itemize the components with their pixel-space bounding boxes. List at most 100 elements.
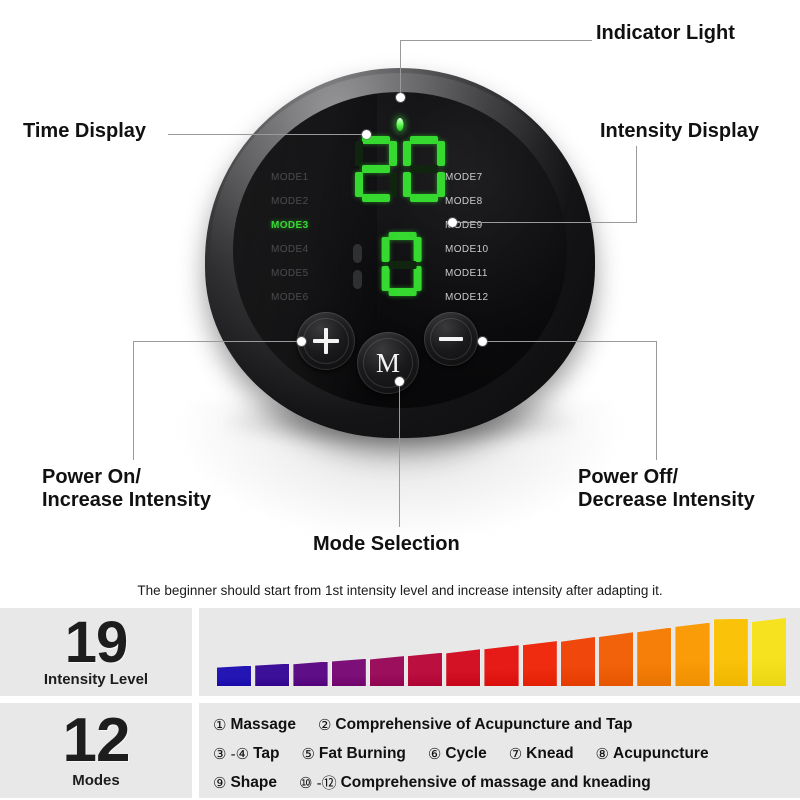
intensity-display-digits xyxy=(381,232,422,296)
callout-power-on: Power On/ Increase Intensity xyxy=(42,466,211,512)
mode-label-5: MODE5 xyxy=(271,268,309,279)
modes-stat-number: 12 xyxy=(62,706,131,776)
modes-panel: 12 Modes ① Massage ② Comprehensive of Acupu… xyxy=(0,703,800,798)
mode-list-item: ⑧ Acupuncture xyxy=(596,745,709,763)
mode-list-line: ⑨ Shape ⑩ -⑫ Comprehensive of massage and k… xyxy=(213,768,800,797)
leader-poweron-h xyxy=(133,341,301,342)
callout-indicator-light: Indicator Light xyxy=(596,22,735,44)
leader-indicator-v xyxy=(400,40,401,98)
mode-number-icon: ⑦ xyxy=(508,745,523,763)
mode-number-icon: ① xyxy=(213,716,227,734)
leader-dot-time xyxy=(362,130,371,139)
mode-column-right: MODE7 MODE8 MODE9 MODE10 MODE11 MODE12 xyxy=(445,166,489,310)
intensity-stat-number: 19 xyxy=(64,609,129,675)
intensity-bar xyxy=(560,637,596,686)
time-display-digits xyxy=(355,136,445,202)
mode-column-left: MODE1 MODE2 MODE3 MODE4 MODE5 MODE6 xyxy=(271,166,309,310)
modes-stat-label: Modes xyxy=(72,771,120,789)
power-off-decrease-button[interactable] xyxy=(424,312,478,366)
level-pip xyxy=(353,244,362,263)
mode-label-12: MODE12 xyxy=(445,292,489,303)
mode-number-icon: ⑩ -⑫ xyxy=(298,775,337,792)
indicator-light-led xyxy=(396,118,404,131)
intensity-bars xyxy=(217,618,787,686)
device-hero-section: MODE1 MODE2 MODE3 MODE4 MODE5 MODE6 MODE… xyxy=(23,22,759,555)
mode-selection-button[interactable]: M xyxy=(357,332,419,394)
mode-label-9: MODE9 xyxy=(445,220,483,231)
leader-poweroff-h xyxy=(482,341,656,342)
mode-item-label: Massage xyxy=(230,715,296,733)
mode-list-item: ⑨ Shape xyxy=(213,774,277,792)
mode-number-icon: ② xyxy=(317,716,332,734)
modes-list: ① Massage ② Comprehensive of Acupuncture an… xyxy=(199,703,800,798)
leader-dot-poweron xyxy=(297,337,306,346)
intensity-bar xyxy=(217,665,252,686)
modes-stat-box: 12 Modes xyxy=(0,703,192,798)
callout-power-off: Power Off/ Decrease Intensity xyxy=(578,466,755,512)
mode-list-item: ⑤ Fat Burning xyxy=(301,745,405,763)
mode-list-item: ⑩ -⑫ Comprehensive of massage and kneadin… xyxy=(299,772,651,793)
callout-intensity-display: Intensity Display xyxy=(600,120,759,142)
mode-label-2: MODE2 xyxy=(271,196,309,207)
callout-time-display: Time Display xyxy=(23,120,147,142)
intensity-level-panel: 19 Intensity Level xyxy=(0,608,800,696)
mode-list-item: ③ -④ Tap xyxy=(213,745,279,763)
mode-item-label: Shape xyxy=(230,773,277,791)
leader-intensity-h xyxy=(452,222,637,223)
mode-item-label: Knead xyxy=(526,744,574,762)
time-digit-tens xyxy=(355,136,397,202)
mode-list-line: ③ -④ Tap ⑤ Fat Burning ⑥ Cycle ⑦ Knead ⑧ Acupunct… xyxy=(213,739,800,768)
mode-item-label: Cycle xyxy=(445,744,487,762)
mode-item-label: Comprehensive of massage and kneading xyxy=(340,773,651,791)
intensity-bar xyxy=(637,627,672,686)
intensity-bar xyxy=(522,641,557,686)
mode-item-label: Tap xyxy=(253,744,280,762)
intensity-bar xyxy=(446,649,481,686)
leader-intensity-v xyxy=(636,146,637,222)
intensity-bar xyxy=(369,656,405,686)
intensity-bar xyxy=(751,618,787,686)
plus-icon xyxy=(313,328,339,354)
mode-list-line: ① Massage ② Comprehensive of Acupuncture an… xyxy=(213,710,800,739)
leader-dot-indicator xyxy=(396,93,405,102)
intensity-bar xyxy=(675,622,710,686)
mode-label-8: MODE8 xyxy=(445,196,483,207)
leader-dot-intensity xyxy=(448,218,457,227)
callout-mode-selection: Mode Selection xyxy=(313,533,460,555)
power-on-increase-button[interactable] xyxy=(297,312,355,370)
level-pip xyxy=(353,270,362,289)
beginner-caption: The beginner should start from 1st inten… xyxy=(137,583,663,598)
leader-poweron-v xyxy=(133,341,134,460)
intensity-bar xyxy=(599,632,634,686)
mode-number-icon: ⑧ xyxy=(595,745,609,763)
mode-item-label: Comprehensive of Acupuncture and Tap xyxy=(335,715,633,733)
leader-dot-mode xyxy=(395,377,404,386)
mode-list-item: ⑥ Cycle xyxy=(428,745,487,763)
mode-item-label: Acupuncture xyxy=(613,744,709,762)
intensity-digit-ones xyxy=(381,232,422,296)
mode-label-7: MODE7 xyxy=(445,172,483,183)
leader-time-h xyxy=(168,134,366,135)
mode-number-icon: ③ -④ xyxy=(213,745,250,763)
mode-item-label: Fat Burning xyxy=(318,744,406,762)
mode-number-icon: ⑥ xyxy=(427,745,442,763)
leader-dot-poweroff xyxy=(478,337,487,346)
mode-m-icon: M xyxy=(375,347,400,378)
intensity-bar xyxy=(408,652,443,686)
intensity-bar xyxy=(293,661,328,686)
time-digit-ones xyxy=(403,136,445,202)
intensity-bar xyxy=(713,618,748,686)
intensity-stat-box: 19 Intensity Level xyxy=(0,608,192,696)
mode-label-3-active: MODE3 xyxy=(271,220,309,231)
minus-icon xyxy=(439,337,463,341)
intensity-bar xyxy=(331,658,366,686)
leader-mode-v xyxy=(399,381,400,527)
leader-indicator-h xyxy=(400,40,592,41)
mode-label-4: MODE4 xyxy=(271,244,309,255)
intensity-bar xyxy=(484,645,519,686)
intensity-bar xyxy=(255,663,290,686)
mode-label-11: MODE11 xyxy=(445,268,488,279)
mode-label-10: MODE10 xyxy=(445,244,489,255)
mode-list-item: ⑦ Knead xyxy=(509,745,574,763)
mode-list-item: ② Comprehensive of Acupuncture and Tap xyxy=(318,716,633,734)
